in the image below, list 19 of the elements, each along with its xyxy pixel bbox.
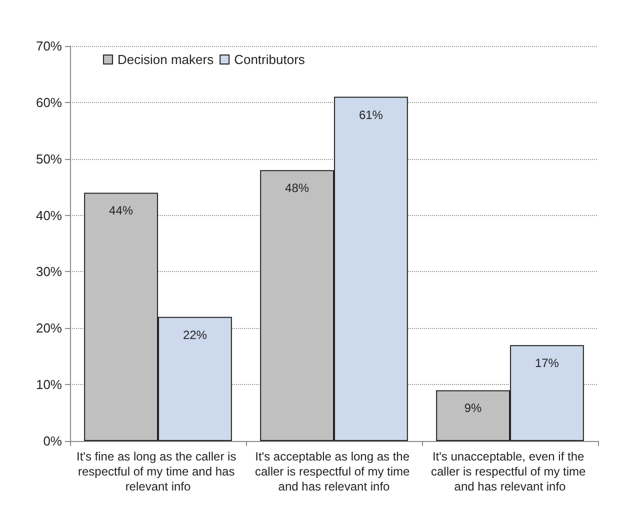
legend-label: Contributors bbox=[234, 52, 306, 67]
data-label: 22% bbox=[182, 328, 208, 342]
data-label: 9% bbox=[464, 401, 482, 416]
data-label: 61% bbox=[358, 108, 384, 122]
y-tick-label: 50% bbox=[36, 151, 62, 166]
y-tick-label: 20% bbox=[36, 320, 62, 336]
y-tick-label: 30% bbox=[36, 264, 62, 280]
x-tick-label: It's unacceptable, even if the caller is respectful of my time and has relevant info bbox=[430, 450, 590, 494]
legend-label: Decision makers bbox=[118, 52, 214, 67]
data-label: 48% bbox=[285, 181, 310, 196]
y-tick-label: 10% bbox=[36, 377, 62, 392]
y-tick-label: 60% bbox=[36, 94, 62, 110]
data-label: 17% bbox=[534, 356, 560, 370]
y-tick-label: 0% bbox=[43, 434, 62, 448]
y-tick-label: 70% bbox=[36, 38, 62, 54]
data-label: 44% bbox=[109, 204, 134, 218]
y-tick-label: 40% bbox=[36, 208, 62, 223]
x-tick-label: It's acceptable as long as the caller is respectful of my time and has relevant info bbox=[254, 450, 414, 494]
x-tick-label: It's fine as long as the caller is respectful of my time and has relevant info bbox=[76, 450, 240, 494]
